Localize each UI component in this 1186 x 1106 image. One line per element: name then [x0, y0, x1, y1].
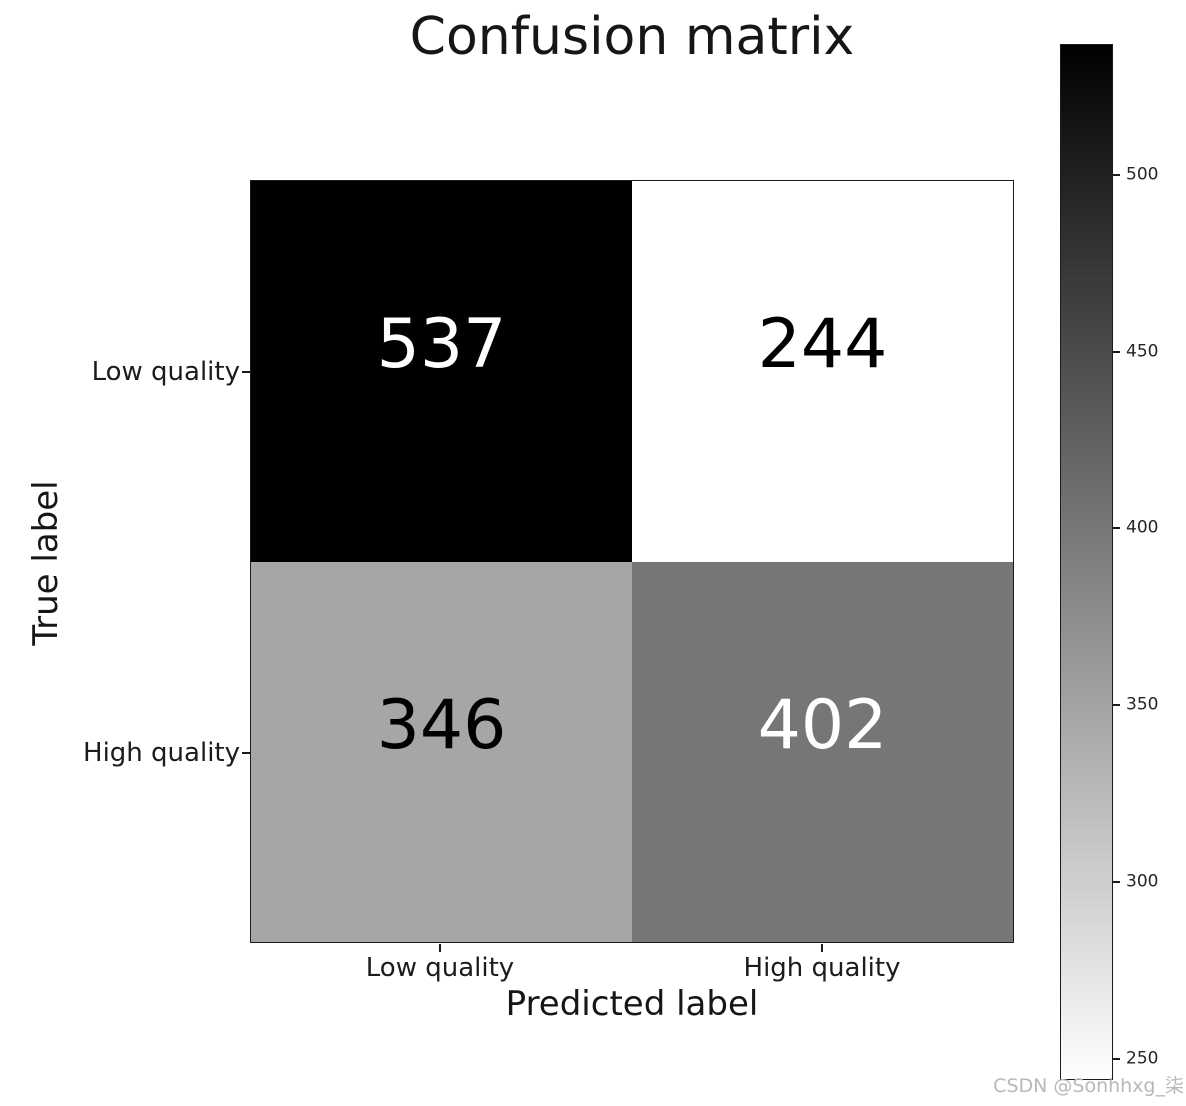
- matrix-cell-1-0: 346: [251, 561, 632, 942]
- x-tick-label-high-quality: High quality: [743, 953, 901, 983]
- matrix-cell-0-0: 537: [251, 181, 632, 562]
- colorbar-tick-mark: [1113, 704, 1120, 707]
- y-tick-mark-high-quality: [242, 752, 250, 754]
- y-tick-label-high-quality: High quality: [83, 738, 240, 768]
- x-tick-mark-high-quality: [821, 944, 823, 952]
- y-tick-mark-low-quality: [242, 371, 250, 373]
- cell-value: 244: [757, 305, 888, 385]
- x-tick-label-low-quality: Low quality: [365, 953, 515, 983]
- x-axis-label: Predicted label: [505, 984, 759, 1024]
- cell-value: 537: [376, 305, 507, 385]
- colorbar-tick-label: 300: [1126, 871, 1159, 892]
- colorbar-tick-mark: [1113, 350, 1120, 353]
- watermark: CSDN @Sonhhxg_柒: [993, 1075, 1184, 1097]
- colorbar-ticks: 250 300 350 400 450 500: [1113, 44, 1186, 1080]
- colorbar-tick-label: 250: [1126, 1048, 1159, 1069]
- matrix-cell-0-1: 244: [632, 181, 1013, 562]
- colorbar-tick-mark: [1113, 527, 1120, 530]
- colorbar-tick-mark: [1113, 173, 1120, 176]
- colorbar-tick-label: 400: [1126, 517, 1159, 538]
- cell-value: 402: [757, 685, 888, 765]
- colorbar: [1060, 44, 1113, 1080]
- y-axis-label: True label: [26, 480, 66, 646]
- colorbar-tick-label: 500: [1126, 164, 1159, 185]
- chart-title: Confusion matrix: [409, 7, 855, 67]
- cell-value: 346: [376, 685, 507, 765]
- y-tick-label-low-quality: Low quality: [91, 357, 240, 387]
- heatmap-grid: 537 244 346 402: [250, 180, 1014, 943]
- colorbar-tick-mark: [1113, 880, 1120, 883]
- matrix-cell-1-1: 402: [632, 561, 1013, 942]
- colorbar-tick-label: 450: [1126, 341, 1159, 362]
- colorbar-tick-mark: [1113, 1057, 1120, 1060]
- colorbar-tick-label: 350: [1126, 694, 1159, 715]
- x-tick-mark-low-quality: [439, 944, 441, 952]
